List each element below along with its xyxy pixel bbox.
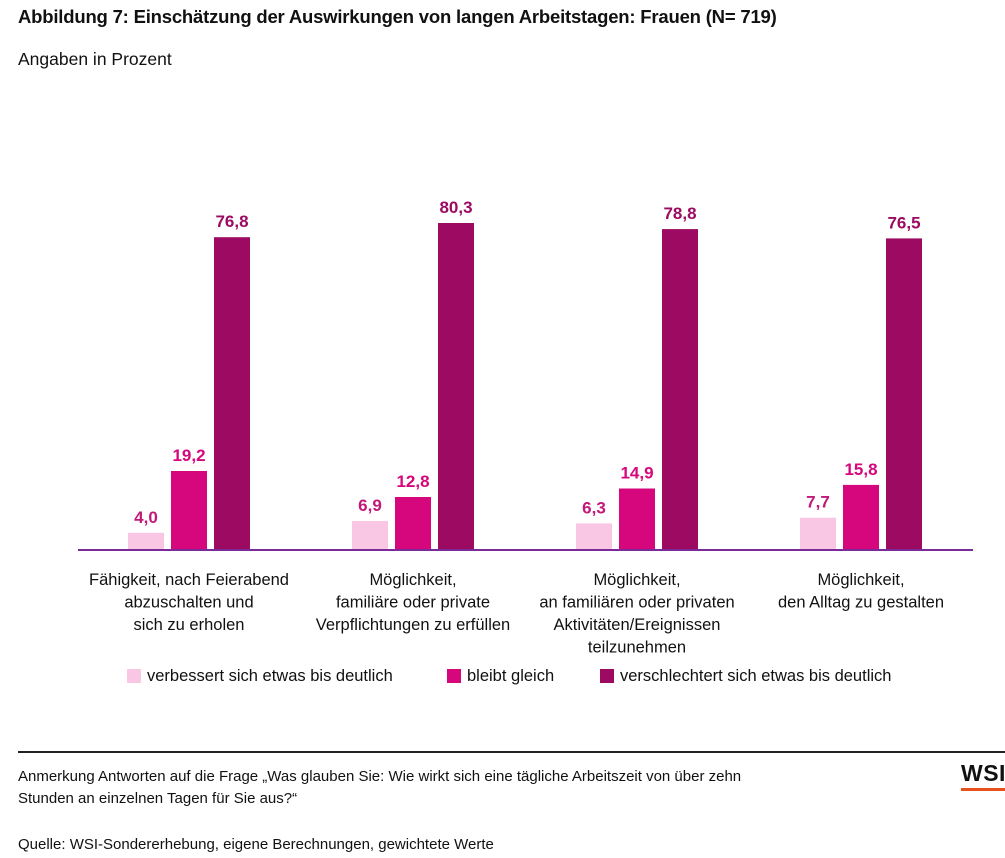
data-label-s1-c1: 4,0	[134, 508, 158, 527]
legend-label-3: verschlechtert sich etwas bis deutlich	[620, 667, 891, 685]
chart-title: Abbildung 7: Einschätzung der Auswirkung…	[18, 6, 777, 27]
data-label-s3-c1: 76,8	[215, 212, 248, 231]
bar-s3-c4	[886, 238, 922, 549]
category-label-1-line-1: Fähigkeit, nach Feierabend	[89, 571, 289, 589]
legend-swatch-1	[127, 669, 141, 683]
bar-s1-c3	[576, 523, 612, 549]
chart-subtitle: Angaben in Prozent	[18, 49, 172, 69]
wsi-logo: WSI	[961, 760, 1005, 786]
data-label-s2-c1: 19,2	[172, 446, 205, 465]
category-label-1-line-3: sich zu erholen	[134, 616, 245, 634]
bar-s1-c4	[800, 517, 836, 549]
bar-s2-c1	[171, 471, 207, 549]
legend-swatch-3	[600, 669, 614, 683]
wsi-logo-underline	[961, 788, 1005, 791]
category-label-3-line-4: teilzunehmen	[588, 639, 686, 657]
bar-s2-c3	[619, 488, 655, 549]
category-label-1-line-2: abzuschalten und	[124, 594, 253, 612]
bar-s2-c4	[843, 484, 879, 549]
data-label-s3-c3: 78,8	[663, 204, 696, 223]
bar-s2-c2	[395, 497, 431, 549]
data-label-s1-c2: 6,9	[358, 496, 382, 515]
footnote-line-1: Anmerkung Antworten auf die Frage „Was g…	[18, 768, 742, 785]
data-label-s1-c3: 6,3	[582, 498, 606, 517]
category-label-2-line-2: familiäre oder private	[336, 594, 490, 612]
legend-swatch-2	[447, 669, 461, 683]
category-label-4-line-1: Möglichkeit,	[817, 571, 904, 589]
legend-label-1: verbessert sich etwas bis deutlich	[147, 667, 393, 685]
data-label-s3-c2: 80,3	[439, 198, 472, 217]
category-label-3-line-3: Aktivitäten/Ereignissen	[554, 616, 721, 634]
data-label-s2-c4: 15,8	[844, 460, 877, 479]
category-label-2-line-1: Möglichkeit,	[369, 571, 456, 589]
data-label-s3-c4: 76,5	[887, 213, 920, 232]
data-label-s1-c4: 7,7	[806, 493, 830, 512]
category-label-3-line-2: an familiären oder privaten	[539, 594, 734, 612]
bar-s1-c1	[128, 532, 164, 549]
category-label-4-line-2: den Alltag zu gestalten	[778, 594, 944, 612]
footnote: Anmerkung Antworten auf die Frage „Was g…	[18, 766, 898, 810]
source-note: Quelle: WSI-Sondererhebung, eigene Berec…	[18, 836, 494, 853]
bar-chart: 4,0 6,9 6,3 7,7 19,2 12,8 14,9 15,8 76,8 80,3 78,8…	[78, 198, 973, 685]
bar-s1-c2	[352, 521, 388, 549]
footer-divider	[18, 751, 1005, 753]
bar-s3-c1	[214, 237, 250, 549]
bar-s3-c3	[662, 229, 698, 549]
category-label-3-line-1: Möglichkeit,	[593, 571, 680, 589]
footnote-line-2: Stunden an einzelnen Tagen für Sie aus?“	[18, 790, 298, 807]
bar-s3-c2	[438, 223, 474, 549]
data-label-s2-c3: 14,9	[620, 464, 653, 483]
data-label-s2-c2: 12,8	[396, 472, 429, 491]
legend-label-2: bleibt gleich	[467, 667, 554, 685]
category-label-2-line-3: Verpflichtungen zu erfüllen	[316, 616, 510, 634]
